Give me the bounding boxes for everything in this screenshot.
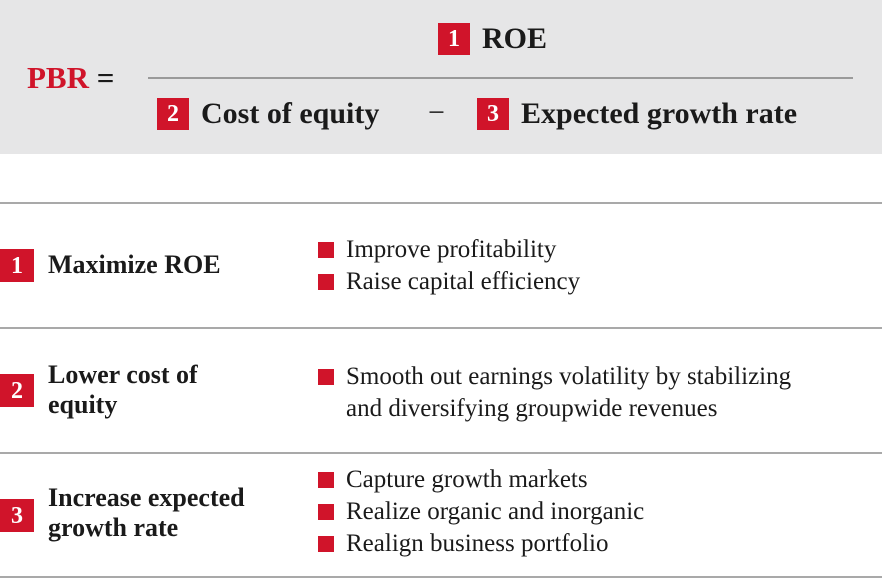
divider-2 (0, 452, 882, 454)
list-item: Improve profitability (318, 234, 580, 266)
denominator-term-2: 3 Expected growth rate (477, 95, 797, 133)
numerator-number-badge: 1 (438, 23, 470, 55)
bullet-square-icon (318, 274, 334, 290)
bullet-text: Capture growth markets (346, 466, 588, 493)
row-3-number-badge: 3 (0, 499, 34, 532)
denominator-1-number-badge: 2 (157, 98, 189, 130)
row-2-number-badge: 2 (0, 374, 34, 407)
row-1-bullets: Improve profitability Raise capital effi… (318, 234, 580, 298)
denominator-2-number-badge: 3 (477, 98, 509, 130)
minus-sign: − (428, 96, 445, 129)
row-1-title: Maximize ROE (48, 250, 221, 280)
row-2-bullets: Smooth out earnings volatility by stabil… (318, 361, 791, 425)
list-item: Realign business portfolio (318, 528, 644, 560)
numerator-label: ROE (482, 22, 548, 55)
list-item: Raise capital efficiency (318, 266, 580, 298)
pbr-label: PBR (27, 60, 89, 95)
formula-lhs: PBR = (27, 58, 114, 98)
divider-top (0, 202, 882, 204)
row-3-title-line: Increase expected (48, 483, 245, 512)
list-item: Realize organic and inorganic (318, 496, 644, 528)
row-1-title-line: Maximize ROE (48, 250, 221, 279)
list-item: Smooth out earnings volatility by stabil… (318, 361, 791, 425)
numerator-term: 1 ROE (438, 20, 547, 58)
row-2-title: Lower cost of equity (48, 360, 198, 420)
bullet-text: Raise capital efficiency (346, 268, 581, 295)
denominator-1-label: Cost of equity (201, 97, 380, 130)
pbr-formula-panel: PBR = 1 ROE 2 Cost of equity − 3 Expecte… (0, 0, 882, 154)
bullet-text-continued: and diversifying groupwide revenues (346, 395, 718, 422)
bullet-square-icon (318, 242, 334, 258)
equals-sign: = (96, 60, 115, 95)
divider-bottom (0, 576, 882, 578)
bullet-text: Realize organic and inorganic (346, 498, 645, 525)
bullet-text: Improve profitability (346, 236, 557, 263)
denominator-2-label: Expected growth rate (521, 97, 798, 130)
bullet-square-icon (318, 369, 334, 385)
row-2-title-line: equity (48, 390, 118, 419)
bullet-text: Smooth out earnings volatility by stabil… (346, 363, 792, 390)
bullet-text: Realign business portfolio (346, 530, 609, 557)
list-item: Capture growth markets (318, 464, 644, 496)
bullet-square-icon (318, 472, 334, 488)
bullet-square-icon (318, 504, 334, 520)
row-2-title-line: Lower cost of (48, 360, 198, 389)
row-3-bullets: Capture growth markets Realize organic a… (318, 464, 644, 560)
row-1-number-badge: 1 (0, 249, 34, 282)
divider-1 (0, 327, 882, 329)
bullet-square-icon (318, 536, 334, 552)
row-3-title-line: growth rate (48, 513, 179, 542)
row-3-title: Increase expected growth rate (48, 483, 245, 543)
fraction-line (148, 77, 853, 79)
denominator-term-1: 2 Cost of equity (157, 95, 379, 133)
